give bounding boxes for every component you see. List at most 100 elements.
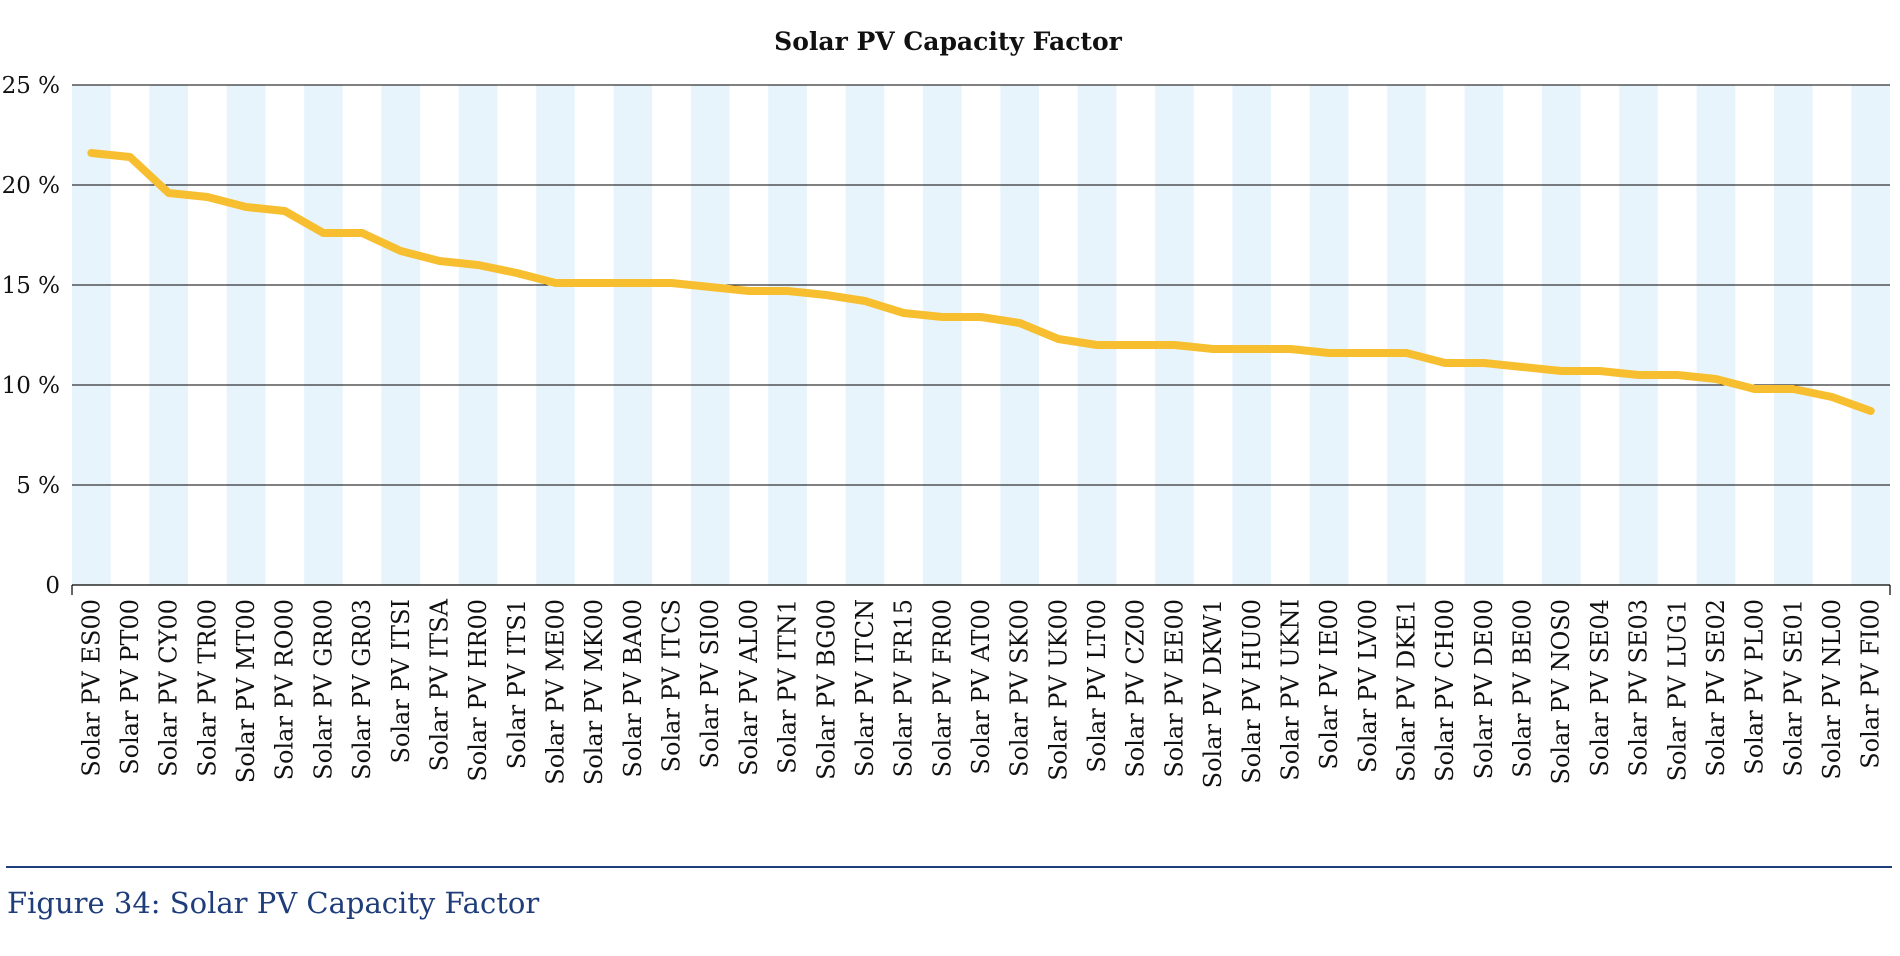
- column-band: [1309, 85, 1349, 585]
- data-point: [1635, 371, 1643, 379]
- y-tick-label: 25 %: [2, 73, 60, 99]
- data-point: [1402, 349, 1410, 357]
- x-tick-label: Solar PV MK00: [580, 599, 608, 785]
- x-tick-label: Solar PV MT00: [232, 599, 260, 783]
- column-band: [536, 85, 575, 585]
- column-band: [1464, 85, 1504, 585]
- column-band: [613, 85, 653, 585]
- x-tick-label: Solar PV ITS1: [503, 599, 531, 769]
- x-tick-label: Solar PV SE03: [1625, 599, 1653, 777]
- column-band: [458, 85, 498, 585]
- chart-title: Solar PV Capacity Factor: [774, 27, 1122, 56]
- gridlines: [72, 84, 1890, 486]
- data-point: [1054, 335, 1062, 343]
- column-band: [72, 85, 111, 585]
- column-band: [1232, 85, 1272, 585]
- data-point: [358, 229, 366, 237]
- column-band: [845, 85, 885, 585]
- data-point: [397, 247, 405, 255]
- column-band: [226, 85, 266, 585]
- data-point: [1364, 349, 1372, 357]
- series-layer: [87, 149, 1875, 415]
- column-band: [149, 85, 189, 585]
- x-tick-label: Solar PV FR15: [890, 599, 918, 777]
- column-band: [1077, 85, 1117, 585]
- x-tick-label: Solar PV CZ00: [1122, 599, 1150, 778]
- column-band: [1696, 85, 1736, 585]
- data-point: [319, 229, 327, 237]
- column-band: [1851, 85, 1890, 585]
- x-tick-label: Solar PV ITN1: [774, 599, 802, 774]
- column-band: [1155, 85, 1194, 585]
- data-point: [784, 287, 792, 295]
- x-tick-label: Solar PV GR03: [348, 599, 376, 780]
- data-point: [1441, 359, 1449, 367]
- x-tick-label: Solar PV DKW1: [1199, 599, 1227, 788]
- x-tick-label: Solar PV CH00: [1431, 599, 1459, 782]
- data-point: [165, 189, 173, 197]
- x-tick-label: Solar PV FR00: [928, 599, 956, 777]
- data-point: [1132, 341, 1140, 349]
- x-tick-label: Solar PV PL00: [1741, 599, 1769, 775]
- data-point: [281, 207, 289, 215]
- x-tick-label: Solar PV PT00: [116, 599, 144, 775]
- column-bands: [72, 85, 1890, 585]
- data-point: [126, 153, 134, 161]
- x-tick-label: Solar PV ME00: [542, 599, 570, 785]
- y-tick-label: 10 %: [2, 373, 60, 399]
- x-tick-label: Solar PV BA00: [619, 599, 647, 778]
- x-tick-label: Solar PV DKE1: [1392, 599, 1420, 782]
- x-tick-label: Solar PV NL00: [1818, 599, 1846, 780]
- column-band: [1773, 85, 1813, 585]
- data-point: [1209, 345, 1217, 353]
- data-point: [1789, 385, 1797, 393]
- data-point: [1093, 341, 1101, 349]
- data-point: [861, 297, 869, 305]
- y-tick-label: 5 %: [16, 473, 60, 499]
- x-tick-label: Solar PV DE00: [1470, 599, 1498, 779]
- column-band: [690, 85, 730, 585]
- data-point: [1596, 367, 1604, 375]
- column-band: [1387, 85, 1426, 585]
- data-point: [745, 287, 753, 295]
- data-point: [1557, 367, 1565, 375]
- column-band: [768, 85, 807, 585]
- line-chart: 05 %10 %15 %20 %25 % Solar PV ES00 Solar …: [2, 27, 1891, 788]
- data-point: [1286, 345, 1294, 353]
- data-point: [203, 193, 211, 201]
- data-point: [1867, 407, 1875, 415]
- x-tick-label: Solar PV EE00: [1160, 599, 1188, 778]
- data-point: [87, 149, 95, 157]
- data-point: [1170, 341, 1178, 349]
- x-tick-label: Solar PV NOS0: [1547, 599, 1575, 784]
- data-point: [1325, 349, 1333, 357]
- x-tick-label: Solar PV HR00: [464, 599, 492, 782]
- x-tick-label: Solar PV AT00: [967, 599, 995, 775]
- data-point: [1828, 393, 1836, 401]
- x-tick-label: Solar PV GR00: [309, 599, 337, 780]
- data-point: [474, 261, 482, 269]
- data-point: [1751, 385, 1759, 393]
- data-point: [435, 257, 443, 265]
- x-tick-label: Solar PV ITCN: [851, 599, 879, 777]
- column-band: [304, 85, 343, 585]
- data-point: [938, 313, 946, 321]
- x-tick-label: Solar PV SE02: [1702, 599, 1730, 777]
- data-point: [1248, 345, 1256, 353]
- data-point: [668, 279, 676, 287]
- column-band: [1619, 85, 1658, 585]
- x-tick-label: Solar PV ITSI: [387, 599, 415, 764]
- x-tick-label: Solar PV UKNI: [1276, 599, 1304, 781]
- x-tick-label: Solar PV BG00: [812, 599, 840, 780]
- data-point: [900, 309, 908, 317]
- data-point: [513, 269, 521, 277]
- data-point: [977, 313, 985, 321]
- data-point: [590, 279, 598, 287]
- x-tick-label: Solar PV UK00: [1044, 599, 1072, 781]
- series-line: [87, 149, 1875, 415]
- y-tick-label: 15 %: [2, 273, 60, 299]
- figure-caption: Figure 34: Solar PV Capacity Factor: [7, 886, 540, 920]
- x-axis: [71, 584, 1891, 595]
- x-tick-label: Solar PV BE00: [1509, 599, 1537, 778]
- data-point: [629, 279, 637, 287]
